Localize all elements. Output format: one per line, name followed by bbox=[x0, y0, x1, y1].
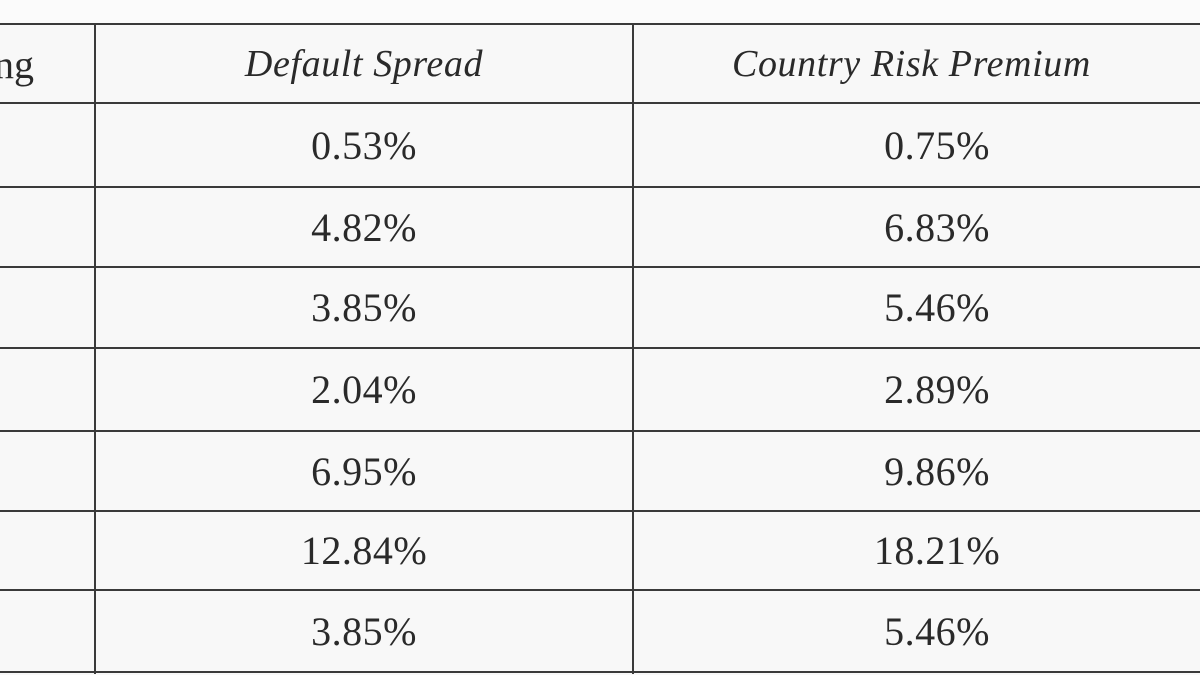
country-risk-premium-cell: 6.83% bbox=[884, 204, 990, 250]
default-spread-cell: 3.85% bbox=[311, 608, 417, 654]
table-border-top bbox=[0, 23, 1200, 25]
default-spread-cell: 0.53% bbox=[311, 122, 417, 168]
country-risk-premium-header: Country Risk Premium bbox=[732, 42, 1091, 85]
column-divider-1 bbox=[94, 24, 96, 674]
row-divider bbox=[0, 266, 1200, 268]
country-risk-premium-cell: 2.89% bbox=[884, 367, 990, 412]
default-spread-cell: 12.84% bbox=[300, 528, 428, 573]
default-spread-cell: 2.04% bbox=[311, 367, 417, 412]
country-risk-premium-cell: 18.21% bbox=[873, 528, 1001, 573]
rating-header-partial: ng bbox=[0, 41, 34, 87]
row-divider bbox=[0, 510, 1200, 512]
country-risk-premium-cell: 5.46% bbox=[884, 285, 990, 330]
default-spread-cell: 4.82% bbox=[311, 204, 417, 250]
header-divider bbox=[0, 102, 1200, 104]
default-spread-cell: 6.95% bbox=[311, 448, 417, 494]
row-divider bbox=[0, 430, 1200, 432]
default-spread-header: Default Spread bbox=[244, 42, 484, 85]
country-risk-premium-cell: 5.46% bbox=[884, 608, 990, 654]
row-divider bbox=[0, 589, 1200, 591]
row-divider bbox=[0, 186, 1200, 188]
country-risk-premium-cell: 9.86% bbox=[884, 448, 990, 494]
column-divider-2 bbox=[632, 24, 634, 674]
table-border-bottom bbox=[0, 671, 1200, 673]
row-divider bbox=[0, 347, 1200, 349]
country-risk-premium-cell: 0.75% bbox=[884, 122, 990, 168]
top-margin bbox=[0, 0, 1200, 24]
default-spread-cell: 3.85% bbox=[311, 285, 417, 330]
